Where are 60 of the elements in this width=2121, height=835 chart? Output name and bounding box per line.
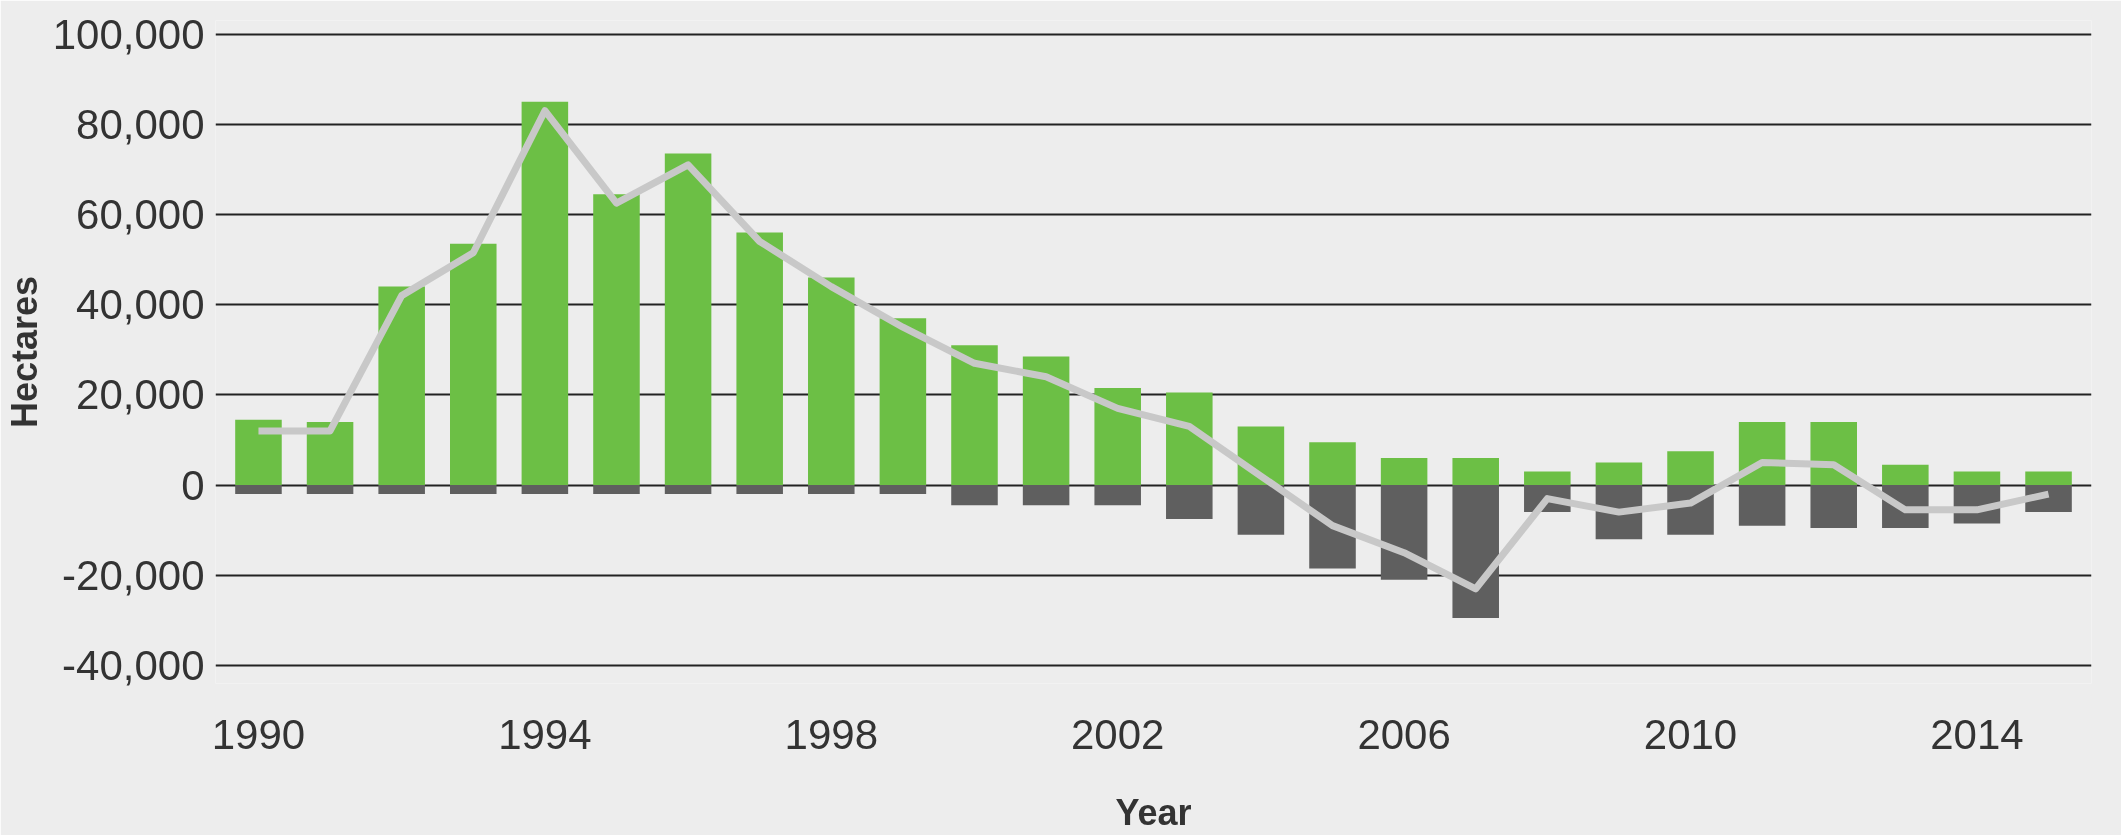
x-tick-label: 1998 — [784, 710, 879, 758]
y-tick-label: 40,000 — [76, 281, 205, 329]
bar — [1452, 457, 1499, 486]
x-tick-label: 1990 — [211, 710, 306, 758]
bar — [450, 243, 497, 486]
bar — [378, 286, 425, 486]
bar — [1524, 471, 1571, 486]
bar — [1882, 464, 1929, 486]
bar — [1309, 485, 1356, 569]
bar — [951, 485, 998, 506]
y-tick-label: -40,000 — [62, 641, 205, 689]
bar — [879, 318, 927, 486]
bar — [593, 194, 640, 486]
bar — [1166, 392, 1213, 486]
bar — [306, 421, 354, 486]
bar — [808, 485, 855, 495]
bar — [664, 153, 712, 486]
bar — [1166, 485, 1213, 519]
y-tick-label: 80,000 — [76, 100, 205, 148]
bar — [1452, 485, 1499, 619]
bar — [1810, 485, 1857, 528]
bar — [1094, 388, 1141, 486]
bar — [306, 485, 354, 495]
bar — [235, 485, 282, 495]
y-tick-label: 20,000 — [76, 371, 205, 419]
bar — [378, 485, 425, 495]
bar — [235, 419, 282, 486]
bar — [879, 485, 927, 495]
bar — [1738, 485, 1786, 526]
bar — [1667, 451, 1714, 486]
bar — [1595, 462, 1643, 486]
y-axis-title: Hectares — [3, 275, 45, 429]
y-tick-label: -20,000 — [62, 551, 205, 599]
bar — [521, 101, 569, 486]
bar — [521, 485, 569, 495]
x-tick-label: 1994 — [498, 710, 592, 758]
bar — [808, 277, 855, 486]
y-tick-label: 60,000 — [76, 190, 205, 238]
bar — [450, 485, 497, 495]
bar — [736, 485, 783, 495]
bar — [2025, 471, 2072, 486]
x-axis-title: Year — [1115, 791, 1192, 833]
x-tick-label: 2014 — [1930, 710, 2024, 758]
bar — [1380, 485, 1428, 580]
bar — [593, 485, 640, 495]
bar — [1380, 457, 1428, 486]
bar — [1237, 485, 1285, 535]
y-tick-label: 0 — [181, 461, 205, 509]
bar — [1309, 442, 1356, 486]
bar — [664, 485, 712, 495]
y-tick-label: 100,000 — [52, 10, 205, 58]
bar — [1953, 471, 2001, 486]
bar — [1022, 485, 1070, 506]
x-tick-label: 2010 — [1643, 710, 1738, 758]
bar — [951, 345, 998, 486]
bar — [736, 232, 783, 486]
bar — [1022, 356, 1070, 486]
x-tick-label: 2006 — [1357, 710, 1451, 758]
x-tick-label: 2002 — [1070, 710, 1165, 758]
bar — [1094, 485, 1141, 506]
